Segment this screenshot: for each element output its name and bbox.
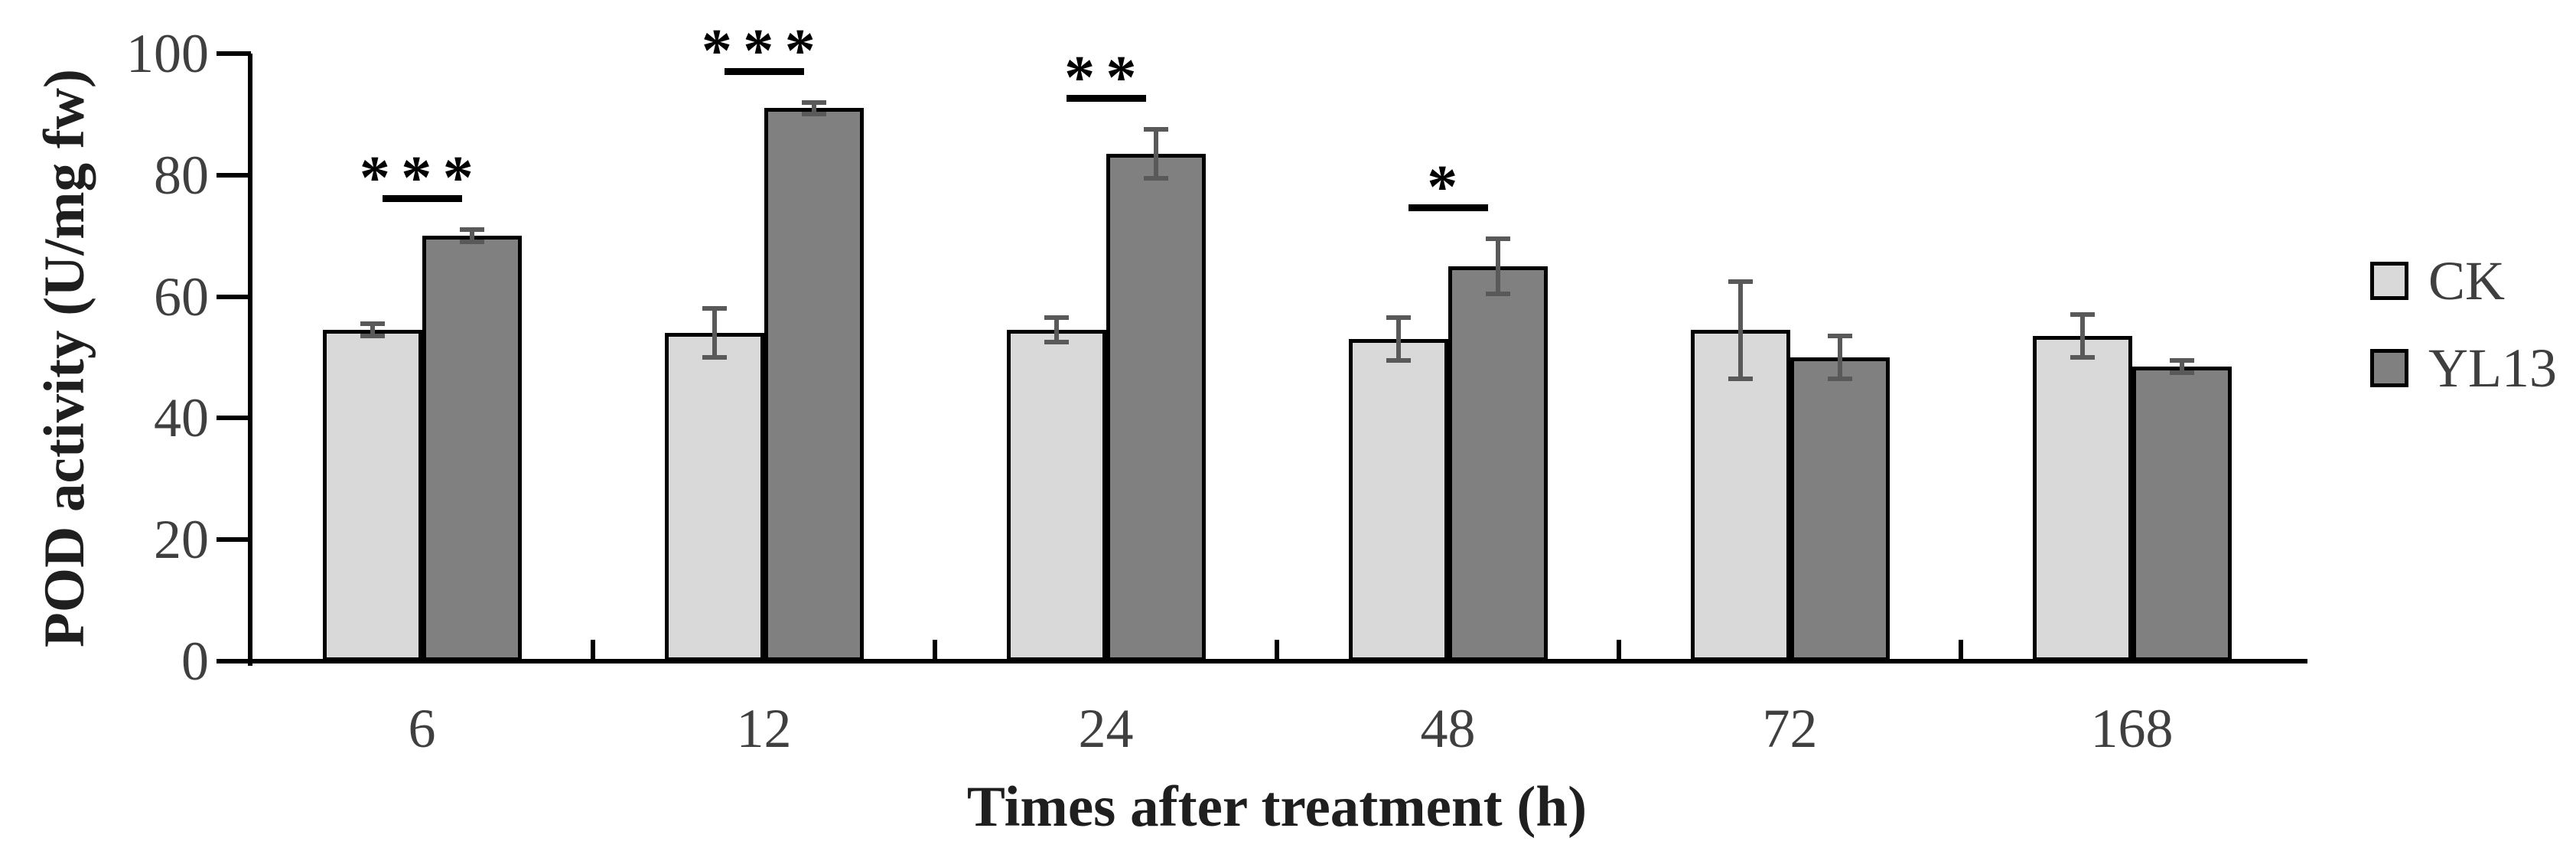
error-bar-cap-bottom bbox=[1728, 376, 1753, 381]
error-bar bbox=[370, 324, 375, 337]
bar-yl13-12h bbox=[764, 108, 864, 661]
bar-yl13-168h bbox=[2132, 366, 2232, 661]
error-bar-cap-top bbox=[1828, 334, 1852, 339]
y-tick-label: 60 bbox=[154, 266, 209, 328]
bar-yl13-24h bbox=[1106, 154, 1206, 661]
bar-ck-48h bbox=[1349, 339, 1448, 661]
x-axis-line bbox=[248, 659, 2307, 663]
significance-underline bbox=[1408, 204, 1488, 212]
y-tick-label: 20 bbox=[154, 509, 209, 571]
error-bar-cap-bottom bbox=[1828, 376, 1852, 381]
error-bar-cap-top bbox=[2170, 357, 2194, 363]
error-bar bbox=[712, 308, 717, 357]
error-bar bbox=[1838, 336, 1842, 379]
error-bar bbox=[1154, 129, 1158, 178]
bar-ck-12h bbox=[665, 333, 764, 661]
legend-swatch-ck bbox=[2370, 262, 2408, 300]
error-bar bbox=[1396, 318, 1401, 360]
significance-stars: ** bbox=[1064, 44, 1148, 112]
y-tick-label: 100 bbox=[126, 23, 209, 84]
error-bar bbox=[1738, 281, 1743, 379]
category-label-12h: 12 bbox=[736, 698, 792, 759]
error-bar-cap-top bbox=[1044, 315, 1069, 321]
error-bar-cap-bottom bbox=[1386, 357, 1411, 363]
error-bar-cap-bottom bbox=[2070, 355, 2095, 360]
category-label-72h: 72 bbox=[1762, 698, 1818, 759]
y-tick bbox=[217, 51, 251, 56]
error-bar bbox=[2180, 360, 2184, 373]
error-bar-cap-top bbox=[702, 306, 727, 311]
significance-underline bbox=[1066, 95, 1146, 103]
y-tick bbox=[217, 537, 251, 543]
error-bar-cap-bottom bbox=[702, 355, 727, 360]
category-label-6h: 6 bbox=[408, 698, 436, 759]
error-bar-cap-bottom bbox=[1144, 175, 1168, 181]
error-bar-cap-bottom bbox=[360, 334, 385, 339]
y-tick bbox=[217, 416, 251, 421]
significance-stars: *** bbox=[359, 145, 485, 213]
x-boundary-tick bbox=[933, 640, 937, 661]
error-bar-cap-bottom bbox=[1044, 340, 1069, 345]
bar-ck-6h bbox=[323, 330, 422, 661]
bar-yl13-48h bbox=[1448, 266, 1548, 661]
error-bar-cap-bottom bbox=[460, 240, 484, 245]
legend-swatch-yl13 bbox=[2370, 349, 2408, 387]
error-bar bbox=[470, 230, 474, 243]
error-bar-cap-top bbox=[460, 227, 484, 233]
y-axis-title: POD activity (U/mg fw) bbox=[33, 68, 96, 648]
legend-item-ck: CK bbox=[2370, 250, 2557, 311]
x-axis-title: Times after treatment (h) bbox=[966, 775, 1588, 839]
legend-label-yl13: YL13 bbox=[2428, 337, 2557, 399]
x-boundary-tick bbox=[1959, 640, 1963, 661]
x-boundary-tick bbox=[591, 640, 595, 661]
y-tick bbox=[217, 294, 251, 299]
y-axis-line bbox=[248, 54, 252, 666]
error-bar bbox=[2080, 315, 2085, 357]
error-bar-cap-top bbox=[2070, 312, 2095, 318]
error-bar-cap-top bbox=[1486, 236, 1510, 242]
error-bar-cap-bottom bbox=[1486, 291, 1510, 296]
legend: CK YL13 bbox=[2370, 250, 2557, 433]
error-bar-cap-top bbox=[1144, 127, 1168, 132]
bar-ck-24h bbox=[1007, 330, 1106, 661]
bar-yl13-72h bbox=[1790, 357, 1890, 661]
error-bar-cap-top bbox=[360, 321, 385, 327]
error-bar-cap-bottom bbox=[802, 112, 826, 117]
significance-underline bbox=[724, 67, 804, 75]
bar-yl13-6h bbox=[422, 236, 522, 661]
x-boundary-tick bbox=[1617, 640, 1621, 661]
y-tick bbox=[217, 659, 251, 663]
error-bar bbox=[812, 102, 816, 115]
bar-ck-72h bbox=[1691, 330, 1790, 661]
significance-stars: * bbox=[1427, 154, 1469, 222]
y-tick-label: 40 bbox=[154, 387, 209, 449]
bar-ck-168h bbox=[2033, 336, 2132, 661]
legend-label-ck: CK bbox=[2428, 250, 2506, 311]
x-boundary-tick bbox=[1275, 640, 1279, 661]
error-bar bbox=[1054, 318, 1059, 343]
error-bar-cap-top bbox=[802, 99, 826, 105]
legend-item-yl13: YL13 bbox=[2370, 337, 2557, 399]
significance-underline bbox=[382, 195, 462, 203]
significance-stars: *** bbox=[701, 17, 827, 85]
category-label-168h: 168 bbox=[2090, 698, 2174, 759]
category-label-48h: 48 bbox=[1420, 698, 1476, 759]
error-bar-cap-top bbox=[1728, 279, 1753, 284]
error-bar-cap-bottom bbox=[2170, 370, 2194, 375]
y-tick-label: 80 bbox=[154, 144, 209, 206]
category-label-24h: 24 bbox=[1078, 698, 1134, 759]
error-bar-cap-top bbox=[1386, 315, 1411, 321]
y-tick-label: 0 bbox=[181, 631, 209, 692]
y-tick bbox=[217, 172, 251, 178]
error-bar bbox=[1496, 239, 1500, 294]
